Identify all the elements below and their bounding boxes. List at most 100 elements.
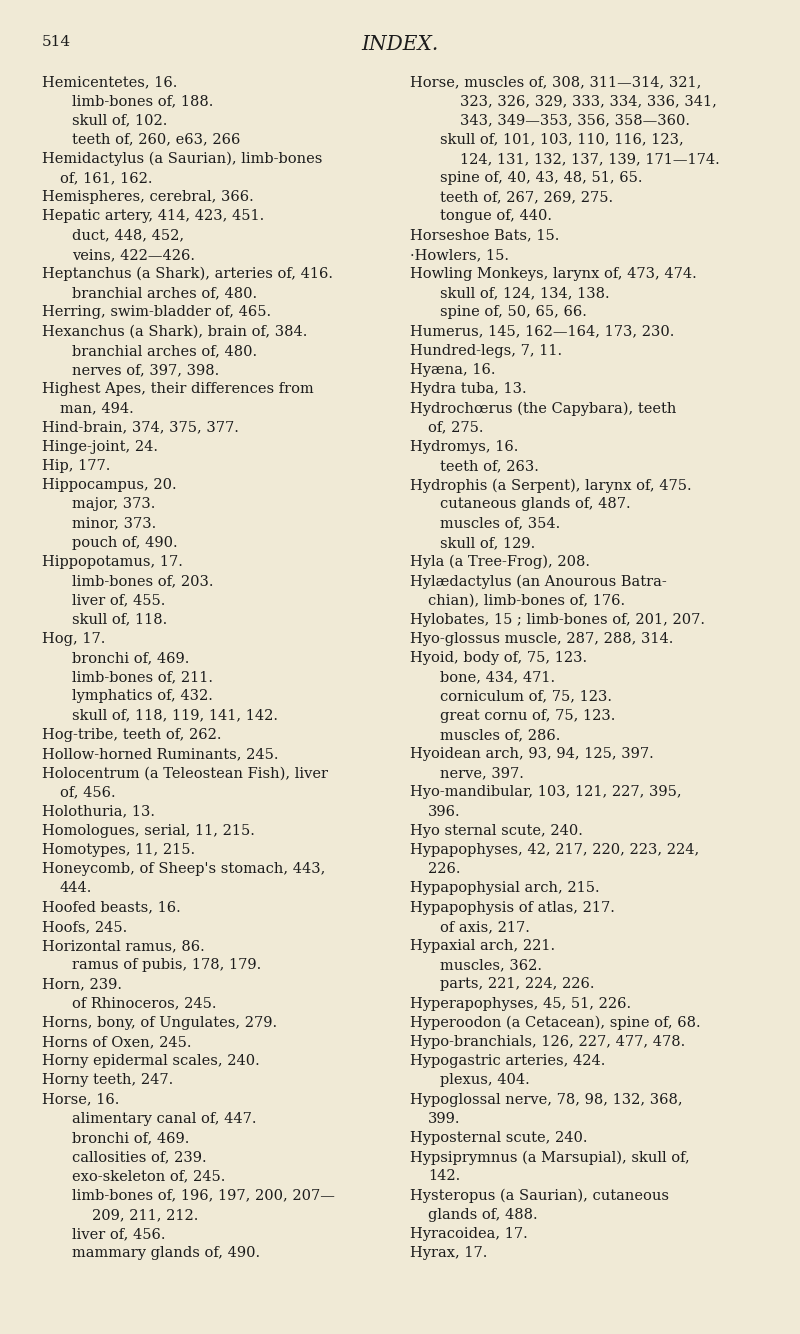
Text: Honeycomb, of Sheep's stomach, 443,: Honeycomb, of Sheep's stomach, 443, bbox=[42, 862, 326, 876]
Text: INDEX.: INDEX. bbox=[362, 35, 438, 53]
Text: Hemicentetes, 16.: Hemicentetes, 16. bbox=[42, 75, 178, 89]
Text: tongue of, 440.: tongue of, 440. bbox=[440, 209, 552, 223]
Text: Homotypes, 11, 215.: Homotypes, 11, 215. bbox=[42, 843, 195, 856]
Text: Hyæna, 16.: Hyæna, 16. bbox=[410, 363, 495, 378]
Text: teeth of, 263.: teeth of, 263. bbox=[440, 459, 539, 474]
Text: Hyo-glossus muscle, 287, 288, 314.: Hyo-glossus muscle, 287, 288, 314. bbox=[410, 632, 674, 646]
Text: of axis, 217.: of axis, 217. bbox=[440, 920, 530, 934]
Text: skull of, 124, 134, 138.: skull of, 124, 134, 138. bbox=[440, 287, 610, 300]
Text: liver of, 456.: liver of, 456. bbox=[72, 1227, 166, 1241]
Text: Humerus, 145, 162—164, 173, 230.: Humerus, 145, 162—164, 173, 230. bbox=[410, 324, 674, 339]
Text: minor, 373.: minor, 373. bbox=[72, 516, 156, 531]
Text: Hydromys, 16.: Hydromys, 16. bbox=[410, 440, 518, 454]
Text: limb-bones of, 211.: limb-bones of, 211. bbox=[72, 670, 213, 684]
Text: bronchi of, 469.: bronchi of, 469. bbox=[72, 1131, 190, 1145]
Text: Hoofed beasts, 16.: Hoofed beasts, 16. bbox=[42, 900, 181, 915]
Text: man, 494.: man, 494. bbox=[60, 402, 134, 415]
Text: skull of, 101, 103, 110, 116, 123,: skull of, 101, 103, 110, 116, 123, bbox=[440, 132, 684, 147]
Text: limb-bones of, 188.: limb-bones of, 188. bbox=[72, 95, 214, 108]
Text: muscles of, 286.: muscles of, 286. bbox=[440, 728, 560, 742]
Text: 396.: 396. bbox=[428, 804, 461, 819]
Text: Horizontal ramus, 86.: Horizontal ramus, 86. bbox=[42, 939, 205, 952]
Text: parts, 221, 224, 226.: parts, 221, 224, 226. bbox=[440, 978, 594, 991]
Text: veins, 422—426.: veins, 422—426. bbox=[72, 248, 195, 261]
Text: Hypo-branchials, 126, 227, 477, 478.: Hypo-branchials, 126, 227, 477, 478. bbox=[410, 1035, 686, 1049]
Text: 142.: 142. bbox=[428, 1170, 460, 1183]
Text: Hog, 17.: Hog, 17. bbox=[42, 632, 106, 646]
Text: Hyoidean arch, 93, 94, 125, 397.: Hyoidean arch, 93, 94, 125, 397. bbox=[410, 747, 654, 760]
Text: Hylobates, 15 ; limb-bones of, 201, 207.: Hylobates, 15 ; limb-bones of, 201, 207. bbox=[410, 612, 705, 627]
Text: Hoofs, 245.: Hoofs, 245. bbox=[42, 920, 127, 934]
Text: Hydra tuba, 13.: Hydra tuba, 13. bbox=[410, 383, 526, 396]
Text: nerves of, 397, 398.: nerves of, 397, 398. bbox=[72, 363, 219, 378]
Text: alimentary canal of, 447.: alimentary canal of, 447. bbox=[72, 1111, 257, 1126]
Text: Hydrochœrus (the Capybara), teeth: Hydrochœrus (the Capybara), teeth bbox=[410, 402, 676, 416]
Text: Hyperapophyses, 45, 51, 226.: Hyperapophyses, 45, 51, 226. bbox=[410, 996, 631, 1011]
Text: Hypoglossal nerve, 78, 98, 132, 368,: Hypoglossal nerve, 78, 98, 132, 368, bbox=[410, 1093, 682, 1107]
Text: Hydrophis (a Serpent), larynx of, 475.: Hydrophis (a Serpent), larynx of, 475. bbox=[410, 478, 692, 492]
Text: exo-skeleton of, 245.: exo-skeleton of, 245. bbox=[72, 1170, 226, 1183]
Text: of, 161, 162.: of, 161, 162. bbox=[60, 171, 153, 185]
Text: Holocentrum (a Teleostean Fish), liver: Holocentrum (a Teleostean Fish), liver bbox=[42, 766, 328, 780]
Text: Hyrax, 17.: Hyrax, 17. bbox=[410, 1246, 487, 1261]
Text: Hundred-legs, 7, 11.: Hundred-legs, 7, 11. bbox=[410, 344, 562, 358]
Text: Hylædactylus (an Anourous Batra-: Hylædactylus (an Anourous Batra- bbox=[410, 574, 666, 588]
Text: Hexanchus (a Shark), brain of, 384.: Hexanchus (a Shark), brain of, 384. bbox=[42, 324, 307, 339]
Text: spine of, 50, 65, 66.: spine of, 50, 65, 66. bbox=[440, 305, 587, 319]
Text: glands of, 488.: glands of, 488. bbox=[428, 1207, 538, 1222]
Text: teeth of, 267, 269, 275.: teeth of, 267, 269, 275. bbox=[440, 191, 613, 204]
Text: Herring, swim-bladder of, 465.: Herring, swim-bladder of, 465. bbox=[42, 305, 271, 319]
Text: Horns of Oxen, 245.: Horns of Oxen, 245. bbox=[42, 1035, 191, 1049]
Text: Horny epidermal scales, 240.: Horny epidermal scales, 240. bbox=[42, 1054, 260, 1069]
Text: mammary glands of, 490.: mammary glands of, 490. bbox=[72, 1246, 260, 1261]
Text: 226.: 226. bbox=[428, 862, 461, 876]
Text: cutaneous glands of, 487.: cutaneous glands of, 487. bbox=[440, 498, 630, 511]
Text: Howling Monkeys, larynx of, 473, 474.: Howling Monkeys, larynx of, 473, 474. bbox=[410, 267, 697, 281]
Text: lymphatics of, 432.: lymphatics of, 432. bbox=[72, 690, 213, 703]
Text: Hyperoodon (a Cetacean), spine of, 68.: Hyperoodon (a Cetacean), spine of, 68. bbox=[410, 1015, 701, 1030]
Text: limb-bones of, 203.: limb-bones of, 203. bbox=[72, 574, 214, 588]
Text: Horseshoe Bats, 15.: Horseshoe Bats, 15. bbox=[410, 228, 559, 243]
Text: Hyo sternal scute, 240.: Hyo sternal scute, 240. bbox=[410, 824, 583, 838]
Text: 514: 514 bbox=[42, 35, 71, 49]
Text: Hypapophysis of atlas, 217.: Hypapophysis of atlas, 217. bbox=[410, 900, 615, 915]
Text: major, 373.: major, 373. bbox=[72, 498, 155, 511]
Text: Hip, 177.: Hip, 177. bbox=[42, 459, 110, 474]
Text: Hog-tribe, teeth of, 262.: Hog-tribe, teeth of, 262. bbox=[42, 728, 222, 742]
Text: 343, 349—353, 356, 358—360.: 343, 349—353, 356, 358—360. bbox=[460, 113, 690, 128]
Text: Hyoid, body of, 75, 123.: Hyoid, body of, 75, 123. bbox=[410, 651, 587, 666]
Text: Hyo-mandibular, 103, 121, 227, 395,: Hyo-mandibular, 103, 121, 227, 395, bbox=[410, 786, 682, 799]
Text: Hyposternal scute, 240.: Hyposternal scute, 240. bbox=[410, 1131, 587, 1145]
Text: 124, 131, 132, 137, 139, 171—174.: 124, 131, 132, 137, 139, 171—174. bbox=[460, 152, 720, 165]
Text: skull of, 118, 119, 141, 142.: skull of, 118, 119, 141, 142. bbox=[72, 708, 278, 723]
Text: ·Howlers, 15.: ·Howlers, 15. bbox=[410, 248, 509, 261]
Text: chian), limb-bones of, 176.: chian), limb-bones of, 176. bbox=[428, 594, 625, 607]
Text: of Rhinoceros, 245.: of Rhinoceros, 245. bbox=[72, 996, 217, 1011]
Text: ramus of pubis, 178, 179.: ramus of pubis, 178, 179. bbox=[72, 958, 262, 972]
Text: callosities of, 239.: callosities of, 239. bbox=[72, 1150, 206, 1165]
Text: of, 275.: of, 275. bbox=[428, 420, 483, 435]
Text: Heptanchus (a Shark), arteries of, 416.: Heptanchus (a Shark), arteries of, 416. bbox=[42, 267, 333, 281]
Text: branchial arches of, 480.: branchial arches of, 480. bbox=[72, 287, 257, 300]
Text: Homologues, serial, 11, 215.: Homologues, serial, 11, 215. bbox=[42, 824, 255, 838]
Text: Hemidactylus (a Saurian), limb-bones: Hemidactylus (a Saurian), limb-bones bbox=[42, 152, 322, 167]
Text: great cornu of, 75, 123.: great cornu of, 75, 123. bbox=[440, 708, 615, 723]
Text: Hemispheres, cerebral, 366.: Hemispheres, cerebral, 366. bbox=[42, 191, 254, 204]
Text: plexus, 404.: plexus, 404. bbox=[440, 1074, 530, 1087]
Text: Horse, 16.: Horse, 16. bbox=[42, 1093, 119, 1107]
Text: 209, 211, 212.: 209, 211, 212. bbox=[92, 1207, 198, 1222]
Text: Hysteropus (a Saurian), cutaneous: Hysteropus (a Saurian), cutaneous bbox=[410, 1189, 669, 1203]
Text: muscles, 362.: muscles, 362. bbox=[440, 958, 542, 972]
Text: Hinge-joint, 24.: Hinge-joint, 24. bbox=[42, 440, 158, 454]
Text: Hind-brain, 374, 375, 377.: Hind-brain, 374, 375, 377. bbox=[42, 420, 239, 435]
Text: spine of, 40, 43, 48, 51, 65.: spine of, 40, 43, 48, 51, 65. bbox=[440, 171, 642, 185]
Text: Horns, bony, of Ungulates, 279.: Horns, bony, of Ungulates, 279. bbox=[42, 1015, 277, 1030]
Text: skull of, 129.: skull of, 129. bbox=[440, 536, 535, 550]
Text: Horny teeth, 247.: Horny teeth, 247. bbox=[42, 1074, 174, 1087]
Text: duct, 448, 452,: duct, 448, 452, bbox=[72, 228, 184, 243]
Text: teeth of, 260, e63, 266: teeth of, 260, e63, 266 bbox=[72, 132, 240, 147]
Text: skull of, 118.: skull of, 118. bbox=[72, 612, 167, 627]
Text: Hippopotamus, 17.: Hippopotamus, 17. bbox=[42, 555, 183, 570]
Text: 323, 326, 329, 333, 334, 336, 341,: 323, 326, 329, 333, 334, 336, 341, bbox=[460, 95, 717, 108]
Text: bone, 434, 471.: bone, 434, 471. bbox=[440, 670, 555, 684]
